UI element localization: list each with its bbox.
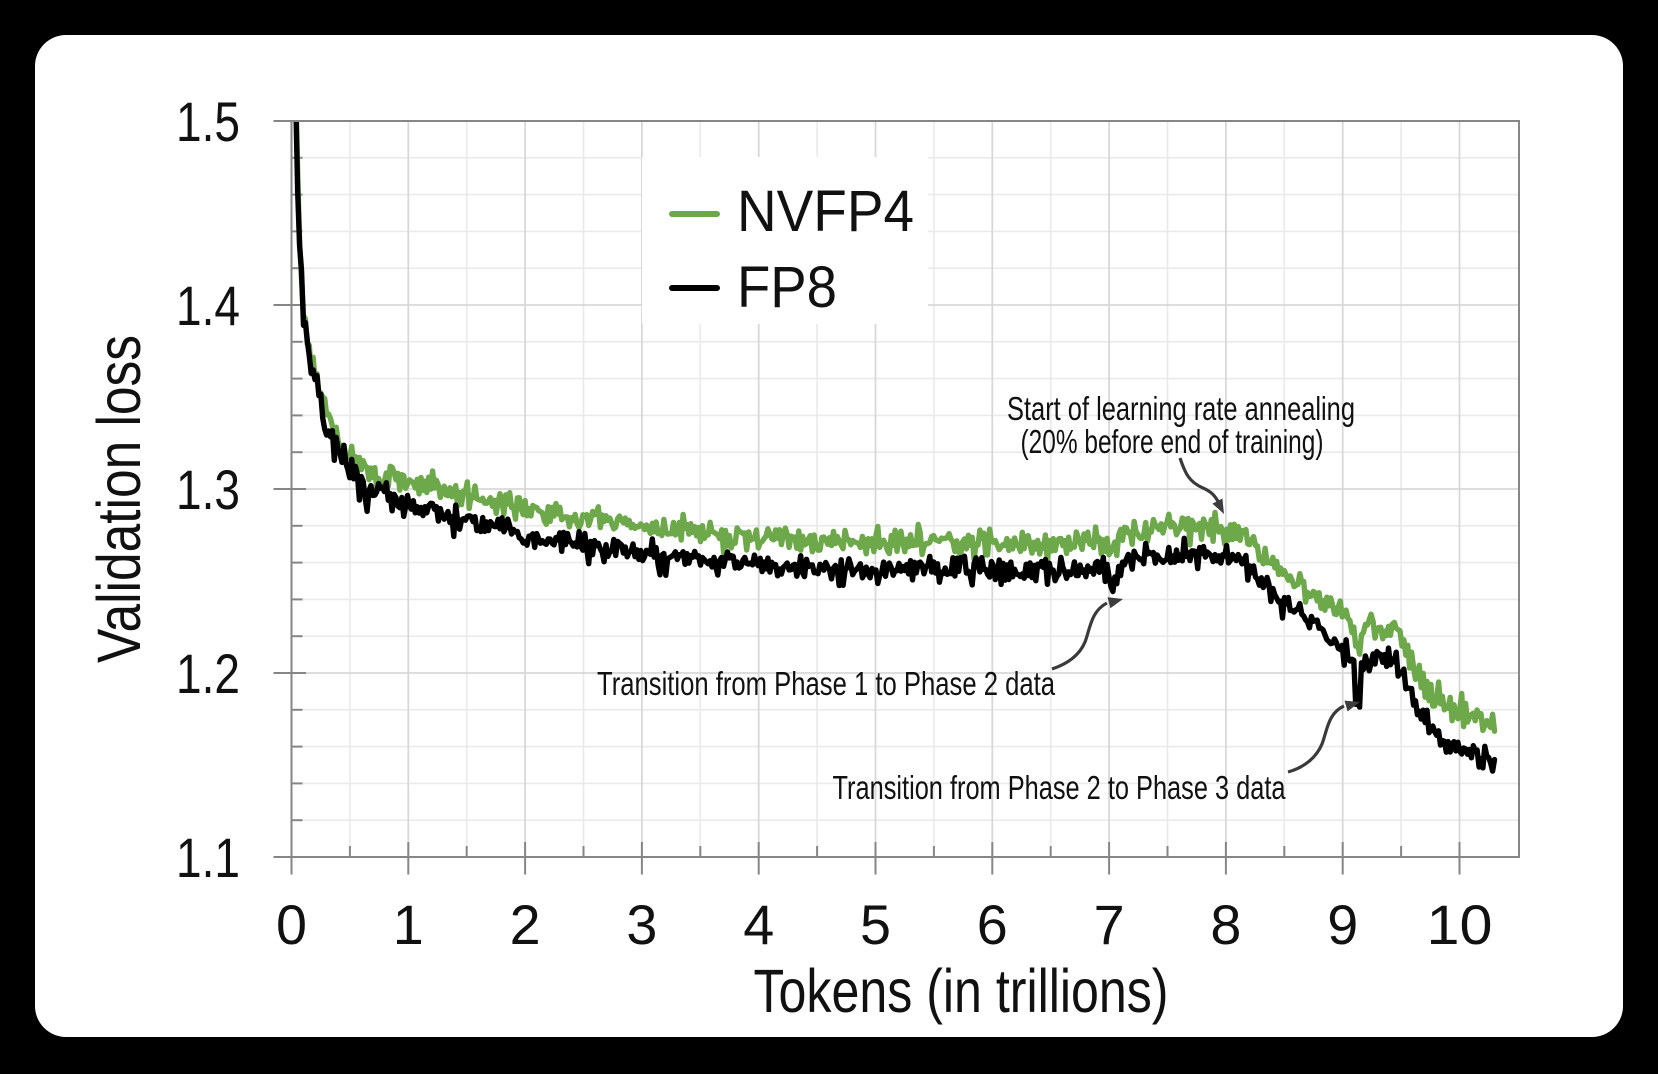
svg-text:FP8: FP8: [737, 255, 837, 320]
svg-text:5: 5: [860, 893, 891, 956]
svg-text:0: 0: [276, 893, 307, 956]
svg-text:6: 6: [977, 893, 1008, 956]
svg-text:1: 1: [393, 893, 424, 956]
svg-text:1.3: 1.3: [176, 458, 240, 521]
svg-text:4: 4: [743, 893, 774, 956]
svg-text:1.5: 1.5: [176, 90, 240, 153]
svg-text:Validation loss: Validation loss: [85, 335, 153, 663]
svg-text:Transition from Phase 2 to Pha: Transition from Phase 2 to Phase 3 data: [833, 769, 1286, 806]
svg-text:2: 2: [510, 893, 541, 956]
svg-text:1.2: 1.2: [176, 642, 240, 705]
svg-text:8: 8: [1210, 893, 1241, 956]
svg-text:1.4: 1.4: [176, 274, 240, 337]
svg-text:(20% before end of training): (20% before end of training): [1021, 423, 1324, 460]
svg-text:1.1: 1.1: [176, 826, 240, 889]
svg-text:NVFP4: NVFP4: [737, 179, 914, 244]
svg-text:Tokens (in trillions): Tokens (in trillions): [754, 957, 1169, 1025]
svg-text:7: 7: [1094, 893, 1125, 956]
svg-text:Transition from Phase 1 to Pha: Transition from Phase 1 to Phase 2 data: [597, 665, 1055, 702]
svg-text:9: 9: [1327, 893, 1358, 956]
svg-text:3: 3: [626, 893, 657, 956]
svg-text:10: 10: [1427, 893, 1493, 956]
svg-text:Start of learning rate anneali: Start of learning rate annealing: [1007, 390, 1355, 427]
